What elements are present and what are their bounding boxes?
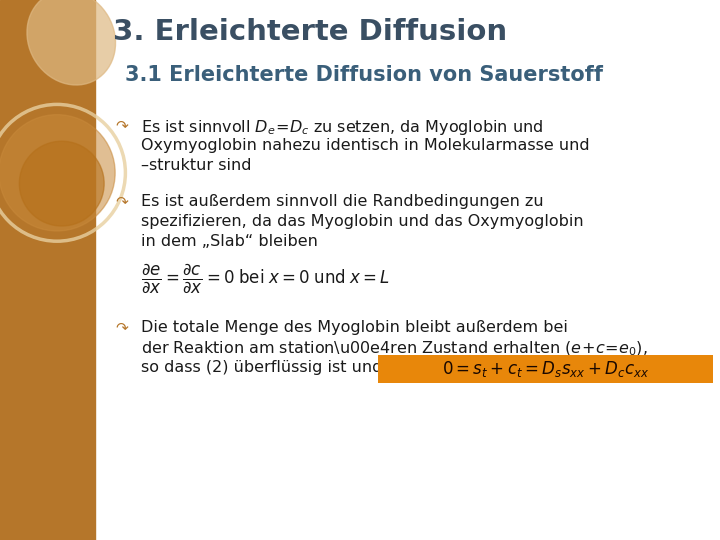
Bar	[0, 0, 95, 540]
Text: in dem „Slab“ bleiben: in dem „Slab“ bleiben	[141, 234, 318, 249]
Text: spezifizieren, da das Myoglobin und das Oxymyoglobin: spezifizieren, da das Myoglobin und das …	[141, 214, 584, 229]
Circle shape	[0, 114, 115, 231]
Text: so dass (2) überflüssig ist und: so dass (2) überflüssig ist und	[141, 360, 387, 375]
Text: ↷: ↷	[115, 320, 127, 335]
Text: $0 = s_t + c_t = D_s s_{xx} + D_c c_{xx}$: $0 = s_t + c_t = D_s s_{xx} + D_c c_{xx}…	[442, 359, 649, 379]
Ellipse shape	[27, 0, 115, 85]
Text: der Reaktion am station\u00e4ren Zustand erhalten ($e\!+\!c\!=\!e_0$),: der Reaktion am station\u00e4ren Zustand…	[141, 340, 647, 359]
Text: Es ist sinnvoll $D_e\!=\!D_c$ zu setzen, da Myoglobin und: Es ist sinnvoll $D_e\!=\!D_c$ zu setzen,…	[141, 118, 543, 137]
Text: –struktur sind: –struktur sind	[141, 158, 251, 173]
Text: ↷: ↷	[115, 194, 127, 209]
Text: ↷: ↷	[115, 118, 127, 133]
Text: Die totale Menge des Myoglobin bleibt außerdem bei: Die totale Menge des Myoglobin bleibt au…	[141, 320, 568, 335]
Text: 3.1 Erleichterte Diffusion von Sauerstoff: 3.1 Erleichterte Diffusion von Sauerstof…	[125, 65, 603, 85]
Circle shape	[19, 141, 104, 226]
Text: 3. Erleichterte Diffusion: 3. Erleichterte Diffusion	[113, 18, 507, 46]
Text: Es ist außerdem sinnvoll die Randbedingungen zu: Es ist außerdem sinnvoll die Randbedingu…	[141, 194, 544, 209]
FancyBboxPatch shape	[378, 355, 713, 383]
Text: Oxymyoglobin nahezu identisch in Molekularmasse und: Oxymyoglobin nahezu identisch in Molekul…	[141, 138, 590, 153]
Text: $\dfrac{\partial e}{\partial x} = \dfrac{\partial c}{\partial x} = 0\;\mathrm{be: $\dfrac{\partial e}{\partial x} = \dfrac…	[141, 262, 390, 295]
